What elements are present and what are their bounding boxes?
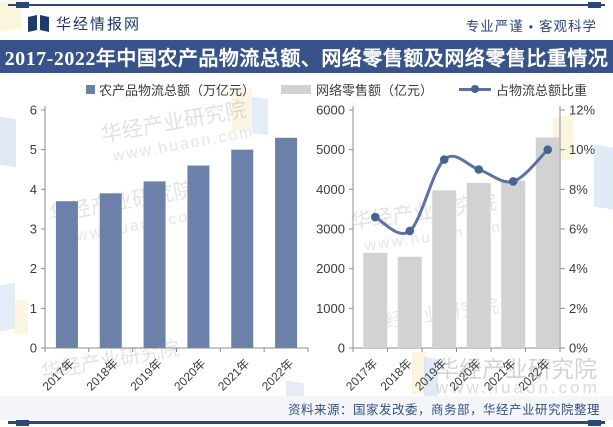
- ratio-point: [508, 177, 518, 186]
- x-category-label: 2017年: [40, 356, 77, 393]
- y-tick-label: 2%: [569, 301, 588, 316]
- y-tick-label: 2: [30, 261, 37, 276]
- y-tick-label: 3000: [316, 222, 345, 237]
- retail-bar: [432, 190, 457, 348]
- source-bar: 资料来源：国家发改委，商务部，华经产业研究院整理: [0, 396, 613, 420]
- ratio-point: [370, 212, 380, 222]
- y-tick-label: 12%: [569, 103, 595, 118]
- y-tick-label: 0: [338, 341, 345, 356]
- legend-square-swatch: [86, 85, 95, 94]
- legend-item-ratio: 占物流总额比重: [459, 80, 587, 99]
- slogan-right: 客观科学: [539, 19, 597, 34]
- y-tick-label: 5000: [316, 142, 345, 157]
- ratio-point: [439, 155, 449, 164]
- y-tick-label: 6%: [569, 222, 588, 237]
- x-category-label: 2020年: [447, 356, 484, 393]
- ratio-point: [405, 226, 415, 236]
- legend-label: 网络零售额（亿元）: [316, 83, 434, 98]
- bottom-rule-left-cap: [16, 420, 29, 426]
- retail-bar: [501, 180, 526, 348]
- x-category-label: 2018年: [378, 356, 415, 393]
- x-category-label: 2021年: [215, 356, 252, 393]
- retail-bar: [466, 182, 491, 348]
- y-tick-label: 5: [30, 142, 37, 157]
- x-category-label: 2018年: [84, 356, 121, 393]
- legend-label: 占物流总额比重: [496, 83, 588, 98]
- brand: 华经情报网: [28, 13, 141, 34]
- y-tick-label: 4%: [569, 261, 588, 276]
- slogan-dot-icon: •: [528, 20, 534, 34]
- bottom-rule-right-cap: [588, 420, 601, 426]
- legend-item-retail: 网络零售额（亿元）: [281, 80, 433, 99]
- legend-item-logistics: 农产品物流总额（万亿元）: [86, 80, 255, 99]
- x-category-label: 2022年: [259, 356, 296, 393]
- logistics-bar: [143, 181, 166, 348]
- logistics-bar: [99, 193, 122, 348]
- ratio-point: [543, 145, 553, 154]
- x-category-label: 2021年: [481, 356, 518, 393]
- top-rule-left-cap: [16, 2, 29, 8]
- ratio-point: [474, 165, 484, 174]
- x-category-label: 2019年: [127, 356, 164, 393]
- source-text: 资料来源：国家发改委，商务部，华经产业研究院整理: [287, 402, 600, 417]
- retail-bar: [363, 252, 388, 348]
- logistics-bar: [55, 201, 78, 348]
- x-category-label: 2019年: [412, 356, 449, 393]
- x-category-label: 2017年: [343, 356, 380, 393]
- x-category-label: 2020年: [171, 356, 208, 393]
- legend-line-dot-swatch: [459, 85, 492, 94]
- top-rule: [8, 4, 605, 6]
- y-tick-label: 6: [30, 103, 37, 118]
- logistics-bar: [231, 149, 254, 348]
- y-tick-label: 8%: [569, 182, 588, 197]
- right-combo-chart: 0 1000 2000 3000 4000 5000 6000 0% 2% 4% 6% 8% 10% 12…: [316, 103, 595, 394]
- logistics-bar: [275, 137, 298, 348]
- y-tick-label: 6000: [316, 103, 345, 118]
- bottom-rule: [8, 421, 605, 424]
- retail-bar: [397, 256, 422, 348]
- y-tick-label: 0: [30, 341, 37, 356]
- y-tick-label: 4: [30, 182, 37, 197]
- slogan: 专业严谨 • 客观科学: [466, 15, 597, 35]
- x-category-label: 2022年: [516, 356, 553, 393]
- legend-label: 农产品物流总额（万亿元）: [99, 83, 256, 98]
- left-bar-chart: 0 1 2 3 4 5 6 2017年 2018年 2019年 2020年 2021年 2022年: [30, 103, 309, 393]
- retail-bar: [535, 137, 560, 348]
- header: 华经情报网 专业严谨 • 客观科学: [0, 10, 613, 38]
- page-title: 2017-2022年中国农产品物流总额、网络零售额及网络零售比重情况: [4, 48, 609, 70]
- logistics-bar: [187, 165, 210, 348]
- y-tick-label: 1: [30, 301, 37, 316]
- y-tick-label: 2000: [316, 261, 345, 276]
- y-tick-label: 4000: [316, 182, 345, 197]
- y-tick-label: 10%: [569, 142, 595, 157]
- slogan-left: 专业严谨: [465, 19, 524, 34]
- top-rule-right-cap: [588, 2, 601, 8]
- title-bar: 2017-2022年中国农产品物流总额、网络零售额及网络零售比重情况: [0, 40, 613, 73]
- y-tick-label: 3: [30, 222, 37, 237]
- y-tick-label: 0%: [569, 341, 588, 356]
- legend-bar-swatch: [281, 85, 312, 94]
- chart-legend: 农产品物流总额（万亿元） 网络零售额（亿元） 占物流总额比重: [86, 80, 587, 99]
- y-tick-label: 1000: [316, 301, 345, 316]
- brand-name: 华经情报网: [56, 16, 142, 33]
- book-logo-icon: [28, 15, 49, 32]
